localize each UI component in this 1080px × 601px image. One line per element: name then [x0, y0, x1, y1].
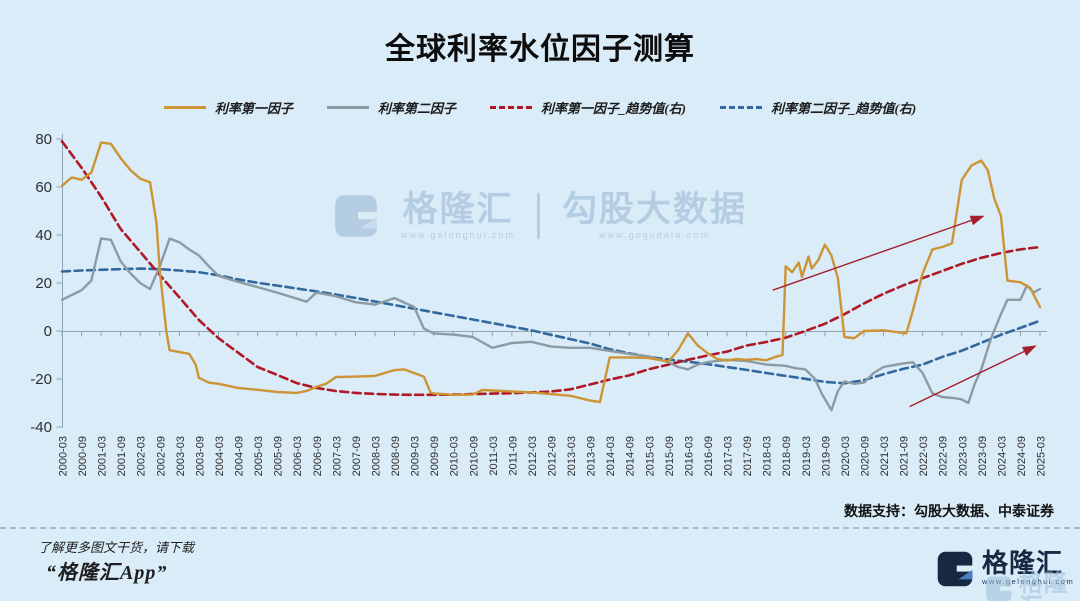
svg-text:2000-09: 2000-09	[77, 436, 89, 476]
svg-text:2004-09: 2004-09	[234, 436, 246, 476]
svg-text:2001-03: 2001-03	[97, 436, 109, 476]
watermark-brand-url: www.gelonghui.com	[401, 230, 516, 240]
svg-text:2007-03: 2007-03	[331, 436, 343, 476]
legend-label: 利率第二因子_趋势值(右)	[771, 101, 917, 116]
svg-text:2016-03: 2016-03	[683, 436, 695, 476]
svg-text:2014-03: 2014-03	[605, 436, 617, 476]
svg-text:2002-03: 2002-03	[136, 436, 148, 476]
svg-text:2022-03: 2022-03	[918, 436, 930, 476]
brand-url: www.gelonghui.com	[982, 577, 1075, 586]
legend-item-factor2: 利率第二因子	[326, 98, 456, 117]
watermark-partner-url: www.gogudata.com	[599, 230, 710, 240]
svg-text:40: 40	[35, 227, 52, 244]
footer-divider	[0, 527, 1080, 529]
legend-item-factor1-trend: 利率第一因子_趋势值(右)	[489, 98, 687, 117]
gelonghui-logo-icon	[986, 576, 1013, 601]
watermark-brand-block: 格隆汇 www.gelonghui.com	[401, 192, 515, 240]
svg-text:2006-03: 2006-03	[292, 436, 304, 476]
legend-item-factor1: 利率第一因子	[163, 98, 293, 117]
legend-label: 利率第一因子_趋势值(右)	[540, 101, 687, 116]
svg-text:2015-03: 2015-03	[644, 436, 656, 476]
svg-text:20: 20	[35, 275, 52, 292]
promo-app-name: “格隆汇App”	[46, 562, 168, 584]
legend-item-factor2-trend: 利率第二因子_趋势值(右)	[720, 98, 916, 117]
svg-text:2013-09: 2013-09	[586, 436, 598, 476]
svg-text:0: 0	[44, 323, 52, 340]
svg-text:2012-09: 2012-09	[547, 436, 559, 476]
svg-text:2008-03: 2008-03	[371, 436, 383, 476]
svg-text:2010-09: 2010-09	[468, 436, 480, 476]
svg-text:2012-03: 2012-03	[527, 436, 539, 476]
brand-text-block: 格隆汇	[1019, 572, 1080, 601]
svg-text:2024-03: 2024-03	[996, 436, 1008, 476]
svg-text:2001-09: 2001-09	[116, 436, 128, 476]
legend-label: 利率第一因子	[214, 101, 293, 116]
promo-text-line1: 了解更多图文干货，请下载	[38, 540, 195, 555]
svg-text:2020-03: 2020-03	[840, 436, 852, 476]
svg-text:2011-03: 2011-03	[488, 436, 500, 476]
svg-text:2021-09: 2021-09	[899, 436, 911, 476]
watermark-partner-block: 勾股大数据 www.gogudata.com	[562, 192, 747, 240]
svg-text:2021-03: 2021-03	[879, 436, 891, 476]
svg-text:2022-09: 2022-09	[938, 436, 950, 476]
svg-text:2018-03: 2018-03	[762, 436, 774, 476]
factor2-line-swatch	[326, 106, 369, 109]
svg-text:60: 60	[35, 179, 52, 196]
svg-text:2006-09: 2006-09	[312, 436, 324, 476]
svg-text:2000-03: 2000-03	[58, 436, 70, 476]
svg-text:2009-03: 2009-03	[410, 436, 422, 476]
svg-text:2004-03: 2004-03	[214, 436, 226, 476]
gelonghui-logo-icon	[335, 195, 379, 237]
svg-text:-20: -20	[30, 371, 52, 388]
svg-text:2023-09: 2023-09	[977, 436, 989, 476]
brand-logo: 格隆汇 www.gelonghui.com	[936, 550, 1074, 588]
factor2-trend-swatch	[720, 106, 763, 109]
brand-name: 格隆汇	[982, 548, 1064, 578]
svg-text:2011-09: 2011-09	[507, 436, 519, 476]
svg-text:2003-09: 2003-09	[194, 436, 206, 476]
svg-text:2016-09: 2016-09	[703, 436, 715, 476]
gelonghui-logo-icon	[937, 551, 974, 587]
svg-text:2005-03: 2005-03	[253, 436, 265, 476]
svg-text:2003-03: 2003-03	[175, 436, 187, 476]
center-watermark: 格隆汇 www.gelonghui.com 勾股大数据 www.gogudata…	[333, 192, 747, 240]
svg-text:2017-09: 2017-09	[742, 436, 754, 476]
svg-text:2009-09: 2009-09	[429, 436, 441, 476]
svg-text:2015-09: 2015-09	[664, 436, 676, 476]
svg-text:2002-09: 2002-09	[155, 436, 167, 476]
svg-text:2005-09: 2005-09	[273, 436, 285, 476]
watermark-divider	[537, 193, 541, 239]
svg-text:2018-09: 2018-09	[781, 436, 793, 476]
watermark-brand-text: 格隆汇	[402, 190, 514, 229]
legend-label: 利率第二因子	[377, 101, 456, 116]
svg-text:2007-09: 2007-09	[351, 436, 363, 476]
svg-text:-40: -40	[30, 419, 52, 436]
data-support-note: 数据支持：勾股大数据、中泰证券	[844, 503, 1054, 519]
svg-text:2017-03: 2017-03	[723, 436, 735, 476]
svg-text:2019-09: 2019-09	[820, 436, 832, 476]
svg-text:80: 80	[35, 131, 52, 148]
svg-text:2010-03: 2010-03	[449, 436, 461, 476]
svg-text:2023-03: 2023-03	[957, 436, 969, 476]
svg-text:2008-09: 2008-09	[390, 436, 402, 476]
svg-text:2014-09: 2014-09	[625, 436, 637, 476]
svg-text:2020-09: 2020-09	[860, 436, 872, 476]
brand-logo-ghost: 格隆汇	[985, 572, 1080, 601]
factor1-trend-swatch	[489, 106, 532, 109]
svg-text:2024-09: 2024-09	[1016, 436, 1028, 476]
svg-text:2025-03: 2025-03	[1036, 436, 1048, 476]
brand-name-ghost: 格隆汇	[1018, 570, 1069, 601]
factor1-line-swatch	[163, 106, 206, 109]
page-title: 全球利率水位因子测算	[385, 33, 695, 66]
brand-text-block: 格隆汇 www.gelonghui.com	[982, 550, 1074, 586]
legend: 利率第一因子 利率第二因子 利率第一因子_趋势值(右) 利率第二因子_趋势值(右…	[0, 98, 1080, 117]
svg-text:2013-03: 2013-03	[566, 436, 578, 476]
watermark-partner-text: 勾股大数据	[562, 190, 748, 229]
svg-text:2019-03: 2019-03	[801, 436, 813, 476]
